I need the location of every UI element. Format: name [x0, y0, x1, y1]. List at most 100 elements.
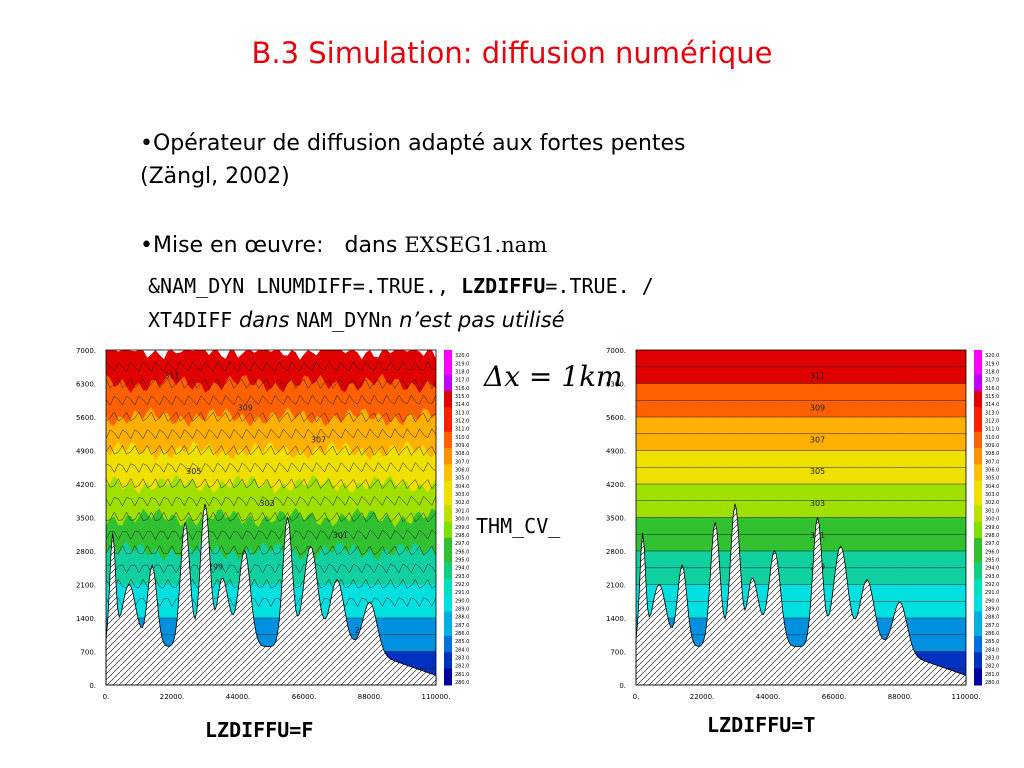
- colorbar-label: 306.0: [985, 468, 999, 474]
- contour-line: [105, 478, 437, 490]
- colorbar-swatch: [974, 423, 982, 433]
- colorbar-label: 304.0: [985, 484, 999, 490]
- x-tick-label: 0.: [103, 693, 110, 701]
- colorbar-swatch: [444, 586, 452, 596]
- colorbar-label: 294.0: [455, 566, 469, 572]
- colorbar-swatch: [974, 529, 982, 539]
- contour-line: [105, 511, 437, 523]
- colorbar-swatch: [974, 619, 982, 629]
- colorbar-label: 297.0: [985, 541, 999, 547]
- colorbar-label: 295.0: [985, 557, 999, 563]
- plot-frame: [105, 349, 437, 686]
- colorbar-swatch: [974, 505, 982, 514]
- colorbar-label: 312.0: [985, 419, 999, 425]
- colorbar-label: 301.0: [985, 508, 999, 514]
- colorbar-swatch: [444, 390, 452, 400]
- colorbar-label: 283.0: [455, 655, 469, 661]
- colorbar-label: 281.0: [455, 672, 469, 678]
- colorbar-swatch: [974, 603, 982, 612]
- colorbar-swatch: [444, 537, 452, 547]
- colorbar-swatch: [444, 350, 452, 359]
- colorbar-label: 286.0: [455, 631, 469, 637]
- variable-label: THM_CV_: [476, 514, 561, 538]
- y-tick-label: 3500.: [76, 515, 96, 523]
- x-tick-label: 44000.: [226, 693, 251, 701]
- contour-line: [105, 394, 437, 406]
- colorbar-label: 307.0: [455, 459, 469, 465]
- colorbar-swatch: [974, 521, 982, 531]
- colorbar-swatch: [974, 635, 982, 645]
- colorbar-swatch: [974, 464, 982, 474]
- y-tick-label: 2800.: [606, 548, 626, 556]
- colorbar-label: 302.0: [455, 500, 469, 506]
- colorbar-swatch: [974, 570, 982, 580]
- colorbar-label: 300.0: [455, 517, 469, 523]
- x-tick-label: 22000.: [160, 693, 185, 701]
- colorbar-label: 287.0: [985, 623, 999, 629]
- colorbar-label: 313.0: [985, 410, 999, 416]
- colorbar-swatch: [974, 611, 982, 621]
- colorbar-swatch: [444, 407, 452, 416]
- colorbar-label: 280.0: [455, 680, 469, 686]
- colorbar-label: 283.0: [985, 655, 999, 661]
- bullet-implementation: •Mise en œuvre: dans EXSEG1.nam: [140, 229, 547, 262]
- x-tick-label: 22000.: [690, 693, 715, 701]
- colorbar-label: 315.0: [985, 394, 999, 400]
- colorbar-label: 307.0: [985, 459, 999, 465]
- colorbar-swatch: [974, 390, 982, 400]
- resolution-formula: Δx = 1km: [484, 360, 623, 393]
- colorbar-swatch: [974, 668, 982, 678]
- colorbar-label: 320.0: [985, 353, 999, 359]
- colorbar-swatch: [974, 554, 982, 563]
- bullet2-prefix: •Mise en œuvre: dans: [140, 233, 405, 258]
- namelist-part-c: =.TRUE. /: [545, 274, 654, 298]
- colorbar-swatch: [974, 488, 982, 498]
- colorbar-label: 285.0: [455, 639, 469, 645]
- y-tick-label: 2800.: [76, 548, 96, 556]
- contour-line: [105, 360, 437, 372]
- colorbar-label: 282.0: [985, 664, 999, 670]
- colorbar-swatch: [974, 497, 982, 506]
- colorbar-swatch: [444, 595, 452, 604]
- note-dans: dans: [232, 308, 297, 332]
- colorbar-label: 294.0: [985, 566, 999, 572]
- colorbar-label: 286.0: [985, 631, 999, 637]
- colorbar-label: 292.0: [985, 582, 999, 588]
- colorbar-label: 296.0: [455, 549, 469, 555]
- colorbar-swatch: [444, 668, 452, 678]
- y-tick-label: 700.: [610, 649, 626, 657]
- x-tick-label: 88000.: [888, 693, 913, 701]
- colorbar-swatch: [974, 456, 982, 465]
- colorbar-label: 318.0: [985, 370, 999, 376]
- colorbar-swatch: [444, 415, 452, 425]
- colorbar-label: 311.0: [455, 427, 469, 433]
- colorbar-swatch: [974, 537, 982, 547]
- colorbar-swatch: [444, 358, 452, 367]
- contour-label: 299: [208, 563, 223, 572]
- colorbar-swatch: [444, 644, 452, 653]
- colorbar-label: 284.0: [985, 647, 999, 653]
- colorbar-label: 299.0: [455, 525, 469, 531]
- colorbar-swatch: [974, 415, 982, 425]
- y-tick-label: 0.: [619, 682, 626, 690]
- colorbar-swatch: [444, 635, 452, 645]
- plot-lzdiffu-false: 3113093073053033012992972952930.700.1400…: [76, 347, 469, 701]
- colorbar-label: 290.0: [455, 598, 469, 604]
- colorbar-label: 303.0: [985, 492, 999, 498]
- colorbar-swatch: [444, 578, 452, 588]
- x-tick-label: 0.: [633, 693, 640, 701]
- y-tick-label: 4200.: [76, 481, 96, 489]
- slide-title: B.3 Simulation: diffusion numérique: [251, 36, 773, 70]
- colorbar-label: 296.0: [985, 549, 999, 555]
- colorbar-label: 289.0: [455, 606, 469, 612]
- terrain-hatch: [105, 503, 437, 686]
- colorbar-swatch: [444, 399, 452, 408]
- x-tick-label: 110000.: [952, 693, 981, 701]
- bullet1-line1: •Opérateur de diffusion adapté aux forte…: [140, 131, 686, 156]
- colorbar-label: 292.0: [455, 582, 469, 588]
- colorbar-label: 281.0: [985, 672, 999, 678]
- contour-line: [105, 378, 437, 390]
- colorbar-label: 315.0: [455, 394, 469, 400]
- colorbar-swatch: [974, 358, 982, 367]
- colorbar-label: 287.0: [455, 623, 469, 629]
